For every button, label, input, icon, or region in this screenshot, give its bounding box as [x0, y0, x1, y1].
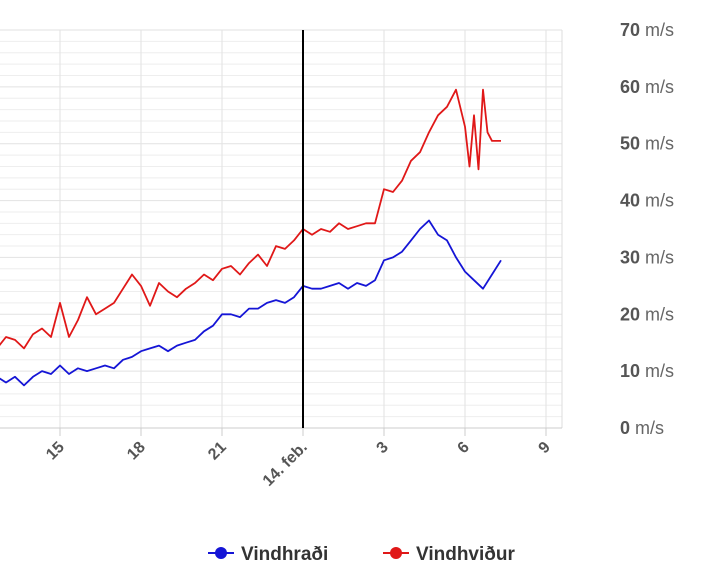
- y-tick-label: 10 m/s: [620, 361, 674, 381]
- x-tick-label: 18: [124, 439, 149, 464]
- series-line-vindhradi: [0, 219, 502, 387]
- legend-marker: [215, 547, 227, 559]
- series-layer: [0, 30, 502, 428]
- x-tick-label: 9: [536, 439, 554, 457]
- legend-marker: [390, 547, 402, 559]
- legend[interactable]: Vindhraði Vindhviður: [208, 544, 515, 565]
- plot-area: [0, 29, 563, 428]
- legend-item-vindhradi[interactable]: Vindhraði: [208, 544, 328, 565]
- legend-label: Vindhviður: [416, 544, 515, 565]
- y-tick-label: 30 m/s: [620, 247, 674, 267]
- y-tick-label: 20 m/s: [620, 304, 674, 324]
- y-tick-label: 60 m/s: [620, 77, 674, 97]
- y-tick-label: 50 m/s: [620, 134, 674, 154]
- x-tick-label: 21: [205, 439, 230, 464]
- series-line-vindhvidur: [0, 88, 501, 350]
- x-tick-label: 6: [455, 439, 473, 457]
- y-tick-label: 70 m/s: [620, 20, 674, 40]
- y-tick-label: 40 m/s: [620, 191, 674, 211]
- x-tick-label: 15: [43, 439, 68, 464]
- y-axis: 0 m/s 10 m/s 20 m/s 30 m/s 40 m/s 50 m/s 60 m/…: [620, 20, 674, 438]
- x-tick-label: 14. feb.: [260, 439, 311, 490]
- x-axis: 15 18 21 14. feb. 3 6 9: [0, 427, 562, 490]
- y-tick-label: 0 m/s: [620, 418, 664, 438]
- x-tick-label: 3: [374, 439, 392, 457]
- legend-label: Vindhraði: [241, 544, 328, 565]
- legend-item-vindhvidur[interactable]: Vindhviður: [383, 544, 515, 565]
